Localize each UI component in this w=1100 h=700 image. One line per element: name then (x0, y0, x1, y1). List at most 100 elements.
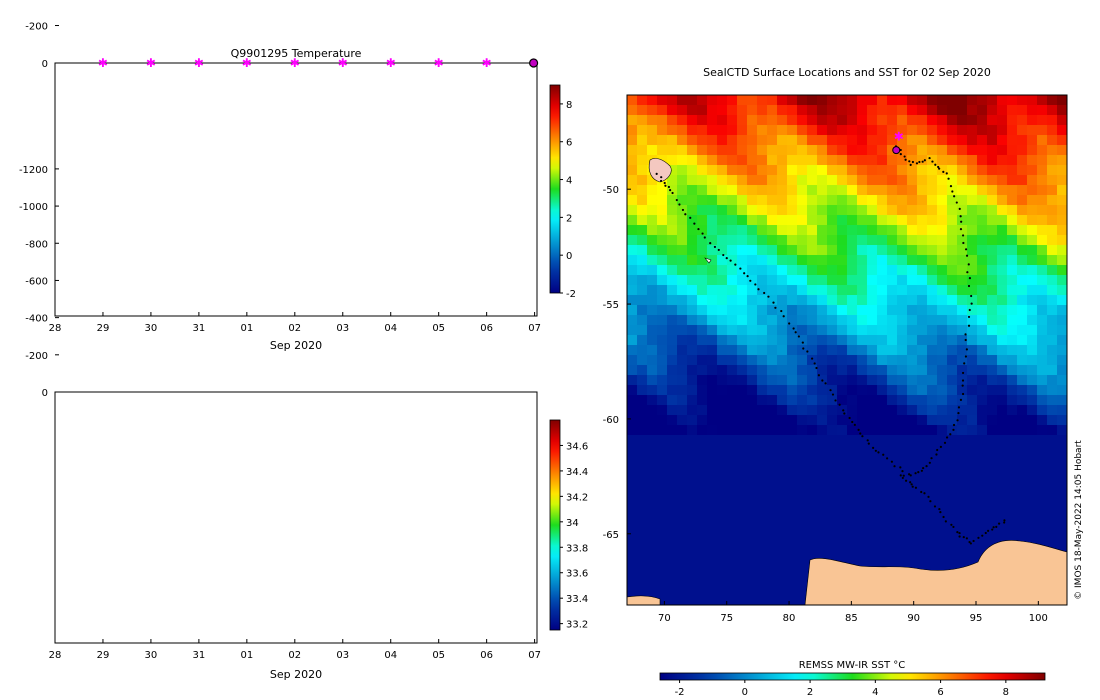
sst-cell (707, 515, 718, 526)
sst-cell (927, 195, 938, 206)
sst-cell (667, 145, 678, 156)
sst-cell (827, 115, 838, 126)
sst-cell (747, 335, 758, 346)
sst-cell (817, 225, 828, 236)
sst-cell (1027, 245, 1038, 256)
sst-cell (997, 245, 1008, 256)
sst-cell (947, 475, 958, 486)
sst-cell (717, 375, 728, 386)
sst-cell (747, 105, 758, 116)
sst-cell (807, 275, 818, 286)
sst-cell (797, 145, 808, 156)
sst-cell (827, 325, 838, 336)
sst-cell (997, 175, 1008, 186)
sst-cell (897, 395, 908, 406)
sst-cell (937, 345, 948, 356)
sst-cell (837, 135, 848, 146)
sst-cell (747, 115, 758, 126)
sst-cell (977, 205, 988, 216)
sst-cell (897, 455, 908, 466)
sst-cell (657, 515, 668, 526)
sst-cell (997, 145, 1008, 156)
sst-cell (857, 325, 868, 336)
sst-cell (1057, 215, 1067, 226)
sst-cell (987, 485, 998, 496)
sst-cell (757, 125, 768, 136)
sst-cell (1027, 145, 1038, 156)
track-point (967, 324, 971, 327)
sst-cell (807, 335, 818, 346)
sst-cell (637, 215, 648, 226)
sst-cell (927, 185, 938, 196)
track-point (908, 160, 911, 163)
sst-cell (1017, 305, 1028, 316)
sst-cell (927, 325, 938, 336)
sst-cell (1027, 445, 1038, 456)
sst-cell (697, 245, 708, 256)
sst-cell (1037, 165, 1048, 176)
sst-cell (727, 545, 738, 556)
sst-cell (867, 515, 878, 526)
sst-cell (947, 315, 958, 326)
sst-cell (747, 525, 758, 536)
sst-cell (957, 325, 968, 336)
sst-cell (737, 525, 748, 536)
sst-cell (847, 155, 858, 166)
sst-cell (767, 205, 778, 216)
sst-cell (697, 105, 708, 116)
track-point (909, 474, 912, 477)
sst-cell (677, 465, 688, 476)
sst-cell (967, 205, 978, 216)
sst-cell (757, 255, 768, 266)
sst-cell (917, 125, 928, 136)
sst-cell (987, 145, 998, 156)
sst-colorbar-tick-label: 4 (872, 687, 878, 698)
sst-cell (757, 205, 768, 216)
sst-cell (687, 555, 698, 566)
sst-cell (897, 525, 908, 536)
sst-cell (847, 215, 858, 226)
sst-cell (757, 525, 768, 536)
sst-cell (1057, 375, 1067, 386)
sst-cell (1037, 355, 1048, 366)
sst-cell (787, 135, 798, 146)
x-tick-label: 07 (528, 323, 541, 334)
sst-cell (897, 175, 908, 186)
sst-cell (977, 285, 988, 296)
sst-cell (1017, 205, 1028, 216)
sst-cell (987, 255, 998, 266)
sst-cell (997, 375, 1008, 386)
sst-cell (1047, 385, 1058, 396)
sst-cell (827, 205, 838, 216)
sst-cell (857, 405, 868, 416)
sst-cell (797, 105, 808, 116)
sst-cell (957, 315, 968, 326)
surface-marker: ✱ (98, 56, 108, 70)
sst-cell (1047, 245, 1058, 256)
track-point (958, 207, 961, 210)
sst-cell (667, 135, 678, 146)
sst-cell (827, 455, 838, 466)
sst-cell (667, 285, 678, 296)
sst-cell (657, 305, 668, 316)
sst-cell (987, 135, 998, 146)
sst-cell (707, 535, 718, 546)
sst-cell (677, 545, 688, 556)
sst-cell (937, 385, 948, 396)
sst-cell (817, 455, 828, 466)
sst-cell (1027, 235, 1038, 246)
sst-cell (987, 325, 998, 336)
sst-cell (847, 485, 858, 496)
sst-cell (637, 555, 648, 566)
sst-cell (827, 515, 838, 526)
sst-cell (707, 425, 718, 436)
sst-cell (787, 495, 798, 506)
sst-cell (627, 245, 638, 256)
sst-cell (787, 445, 798, 456)
sst-cell (1027, 415, 1038, 426)
sst-cell (677, 485, 688, 496)
sst-cell (847, 415, 858, 426)
track-point (893, 465, 896, 468)
sst-cell (937, 125, 948, 136)
